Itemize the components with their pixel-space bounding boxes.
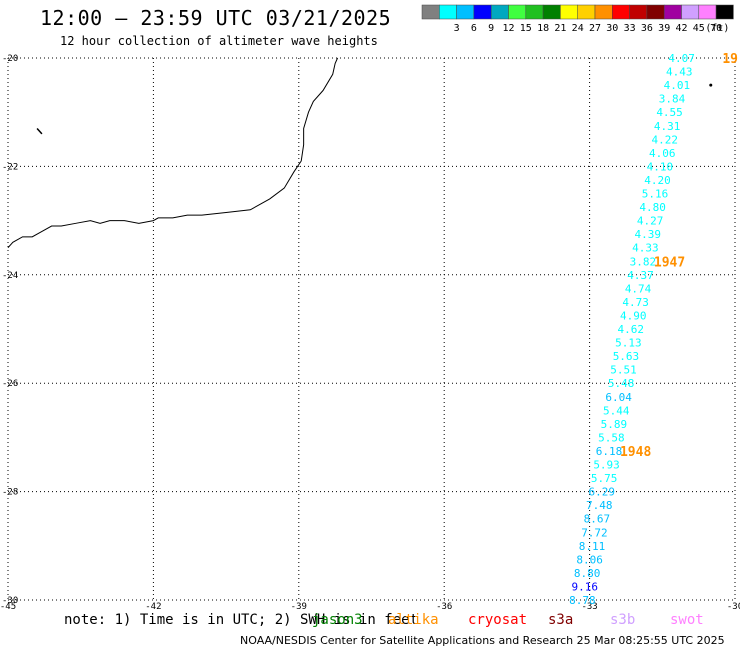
y-tick-label: -20 bbox=[2, 54, 18, 64]
colorbar-tick-label: 12 bbox=[502, 23, 514, 34]
wave-height-value: 3.84 bbox=[659, 93, 686, 106]
wave-height-value: 8.11 bbox=[579, 540, 606, 553]
wave-height-value: 4.43 bbox=[666, 66, 693, 79]
satellite-legend-item: s3a bbox=[548, 612, 574, 628]
x-tick-label: -36 bbox=[436, 602, 452, 610]
colorbar-tick-label: 33 bbox=[624, 23, 636, 34]
wave-height-value: 7.48 bbox=[586, 499, 613, 512]
wave-height-value: 5.48 bbox=[608, 377, 635, 390]
y-tick-label: -24 bbox=[2, 271, 18, 281]
wave-height-value: 4.33 bbox=[632, 242, 659, 255]
pass-time-label: 19 bbox=[722, 52, 738, 67]
colorbar-tick-label: 18 bbox=[537, 23, 549, 34]
colorbar-tick-label: 3 bbox=[454, 23, 460, 34]
wave-height-value: 8.78 bbox=[569, 594, 596, 607]
wave-height-value: 4.10 bbox=[647, 160, 674, 173]
x-tick-label: -39 bbox=[291, 602, 307, 610]
y-tick-label: -22 bbox=[2, 162, 18, 172]
wave-height-value: 4.80 bbox=[639, 201, 666, 214]
x-tick-label: -30 bbox=[727, 602, 740, 610]
colorbar-tick-label: 9 bbox=[488, 23, 494, 34]
satellite-legend-item: cryosat bbox=[468, 612, 528, 628]
wave-height-value: 4.20 bbox=[644, 174, 671, 187]
colorbar-unit: (ft) bbox=[705, 23, 729, 34]
wave-height-value: 4.27 bbox=[637, 215, 664, 228]
wave-height-value: 5.93 bbox=[593, 459, 620, 472]
footer-credit: NOAA/NESDIS Center for Satellite Applica… bbox=[240, 634, 725, 647]
wave-height-value: 5.89 bbox=[601, 418, 628, 431]
wave-height-value: 4.22 bbox=[651, 133, 678, 146]
wave-height-value: 4.37 bbox=[627, 269, 654, 282]
satellite-legend-item: jason3 bbox=[312, 612, 363, 628]
wave-height-value: 4.07 bbox=[668, 52, 695, 65]
wave-height-value: 4.39 bbox=[635, 228, 662, 241]
wave-height-value: 5.63 bbox=[613, 350, 640, 363]
wave-height-value: 8.80 bbox=[574, 567, 601, 580]
coastline bbox=[7, 57, 339, 249]
wave-height-value: 4.55 bbox=[656, 106, 683, 119]
wave-height-value: 4.62 bbox=[618, 323, 645, 336]
wave-height-value: 9.16 bbox=[572, 580, 599, 593]
wave-height-value: 5.58 bbox=[598, 431, 625, 444]
wave-height-value: 6.04 bbox=[605, 391, 632, 404]
marker-dot bbox=[709, 83, 713, 87]
colorbar-tick-label: 36 bbox=[641, 23, 653, 34]
colorbar-tick-label: 30 bbox=[606, 23, 618, 34]
x-tick-label: -45 bbox=[0, 602, 16, 610]
wave-height-value: 5.16 bbox=[642, 188, 669, 201]
y-tick-label: -30 bbox=[2, 596, 18, 606]
colorbar-tick-label: 6 bbox=[471, 23, 477, 34]
satellite-legend-item: s3b bbox=[610, 612, 636, 628]
wave-height-value: 5.75 bbox=[591, 472, 618, 485]
wave-height-value: 4.01 bbox=[664, 79, 691, 92]
colorbar-tick-label: 70 bbox=[710, 23, 722, 34]
wave-height-value: 4.31 bbox=[654, 120, 681, 133]
pass-time-label: 1947 bbox=[654, 255, 685, 270]
pass-time-label: 1948 bbox=[620, 445, 651, 460]
wave-height-value: 5.51 bbox=[610, 364, 637, 377]
wave-height-value: 5.44 bbox=[603, 404, 630, 417]
wave-height-value: 4.74 bbox=[625, 282, 652, 295]
wave-height-value: 7.72 bbox=[581, 526, 608, 539]
x-tick-label: -33 bbox=[581, 602, 597, 610]
wave-height-value: 4.73 bbox=[622, 296, 649, 309]
colorbar-tick-label: 42 bbox=[675, 23, 687, 34]
wave-height-value: 4.06 bbox=[649, 147, 676, 160]
page-subtitle: 12 hour collection of altimeter wave hei… bbox=[60, 34, 378, 48]
altimeter-map: -45 -42 -39 -36 -33 -30 -20 -22 -24 -26 -28 -30 4.07… bbox=[0, 52, 740, 610]
wave-height-value: 8.67 bbox=[584, 513, 611, 526]
note-text: note: 1) Time is in UTC; 2) SWH is in fe… bbox=[64, 612, 419, 628]
colorbar-tick-label: 45 bbox=[693, 23, 705, 34]
colorbar-tick-label: 21 bbox=[554, 23, 566, 34]
wave-height-value: 3.82 bbox=[630, 255, 657, 268]
satellite-legend-item: altika bbox=[388, 612, 439, 628]
satellite-legend-item: swot bbox=[670, 612, 704, 628]
colorbar-tick-label: 27 bbox=[589, 23, 601, 34]
wave-height-value: 4.90 bbox=[620, 309, 647, 322]
y-tick-label: -26 bbox=[2, 379, 18, 389]
page-title: 12:00 – 23:59 UTC 03/21/2025 bbox=[40, 6, 392, 30]
wave-height-value: 6.29 bbox=[588, 486, 615, 499]
wave-height-colorbar: 3 6 9 12 15 18 21 24 27 30 33 36 39 42 45 70(ft) bbox=[421, 4, 734, 34]
x-tick-label: -42 bbox=[145, 602, 161, 610]
wave-height-value: 6.18 bbox=[596, 445, 623, 458]
colorbar-tick-label: 24 bbox=[572, 23, 584, 34]
colorbar-swatch bbox=[715, 4, 734, 20]
y-tick-label: -28 bbox=[2, 488, 18, 498]
colorbar-tick-label: 15 bbox=[520, 23, 532, 34]
island bbox=[36, 127, 43, 135]
wave-height-value: 5.13 bbox=[615, 337, 642, 350]
wave-height-value: 8.06 bbox=[576, 553, 603, 566]
colorbar-tick-label: 39 bbox=[658, 23, 670, 34]
